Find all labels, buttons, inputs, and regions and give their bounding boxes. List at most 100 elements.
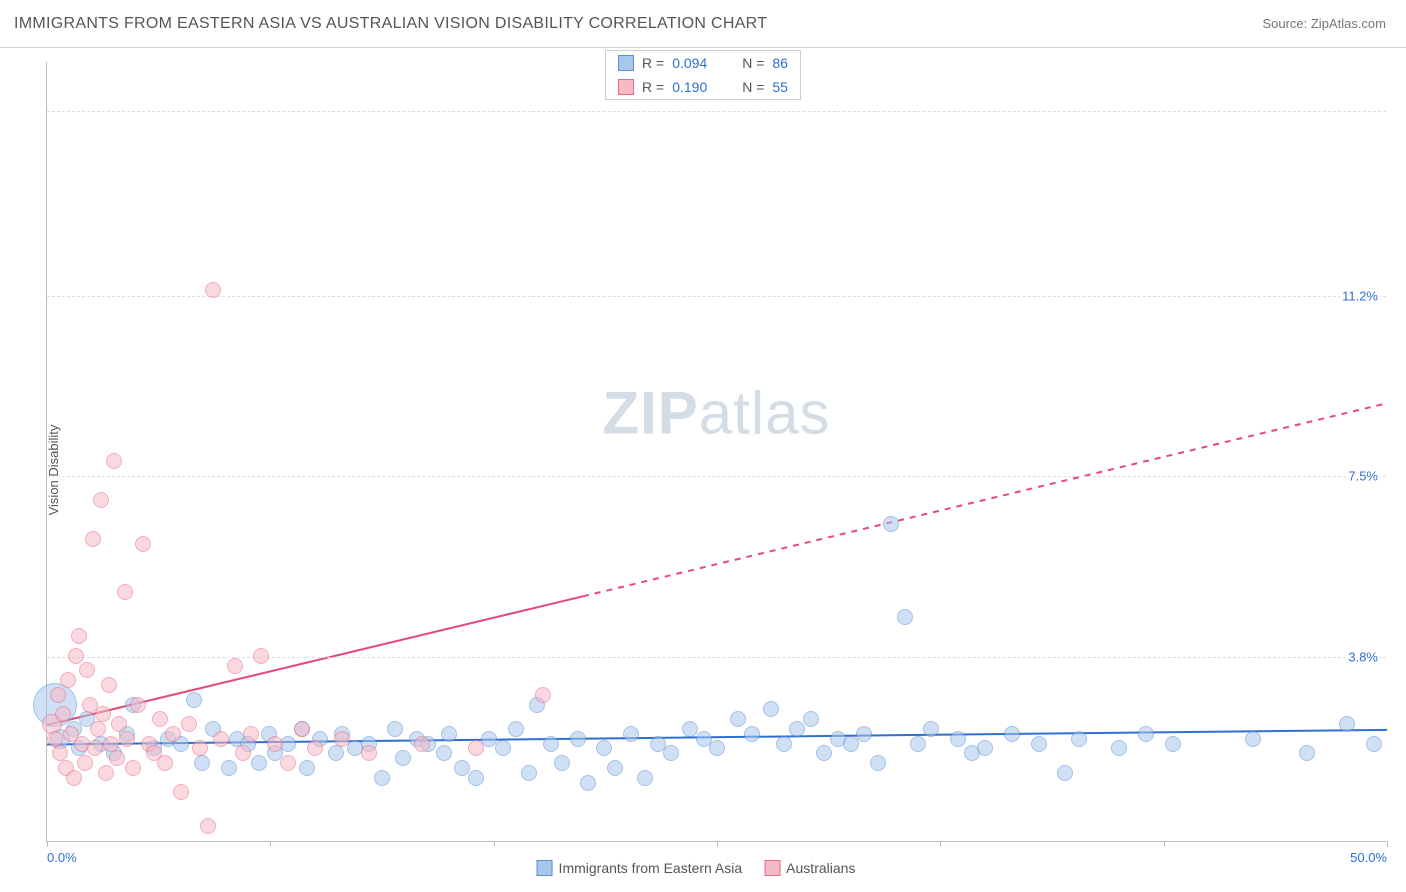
legend-n-label: N = bbox=[742, 79, 764, 95]
data-point bbox=[923, 721, 939, 737]
data-point bbox=[77, 755, 93, 771]
data-point bbox=[730, 711, 746, 727]
data-point bbox=[1057, 765, 1073, 781]
x-tick-mark bbox=[1164, 841, 1165, 847]
x-tick-mark bbox=[940, 841, 941, 847]
data-point bbox=[205, 282, 221, 298]
data-point bbox=[744, 726, 760, 742]
x-tick-label: 0.0% bbox=[47, 850, 77, 865]
data-point bbox=[607, 760, 623, 776]
data-point bbox=[253, 648, 269, 664]
data-point bbox=[570, 731, 586, 747]
data-point bbox=[79, 662, 95, 678]
data-point bbox=[580, 775, 596, 791]
legend-series-item: Immigrants from Eastern Asia bbox=[537, 860, 743, 876]
data-point bbox=[663, 745, 679, 761]
legend-swatch bbox=[618, 79, 634, 95]
data-point bbox=[436, 745, 452, 761]
data-point bbox=[119, 731, 135, 747]
y-tick-label: 7.5% bbox=[1346, 469, 1380, 484]
data-point bbox=[55, 706, 71, 722]
y-tick-label: 3.8% bbox=[1346, 649, 1380, 664]
data-point bbox=[1165, 736, 1181, 752]
data-point bbox=[816, 745, 832, 761]
data-point bbox=[95, 706, 111, 722]
y-tick-label: 11.2% bbox=[1340, 289, 1380, 304]
data-point bbox=[776, 736, 792, 752]
data-point bbox=[508, 721, 524, 737]
data-point bbox=[85, 531, 101, 547]
gridline bbox=[47, 296, 1386, 297]
source-prefix: Source: bbox=[1262, 16, 1310, 31]
data-point bbox=[280, 755, 296, 771]
data-point bbox=[200, 818, 216, 834]
data-point bbox=[1031, 736, 1047, 752]
data-point bbox=[803, 711, 819, 727]
data-point bbox=[194, 755, 210, 771]
plot-region: ZIPatlas 3.8%7.5%11.2%0.0%50.0% bbox=[46, 62, 1386, 842]
data-point bbox=[763, 701, 779, 717]
data-point bbox=[68, 648, 84, 664]
data-point bbox=[387, 721, 403, 737]
legend-correlation-row: R = 0.094N = 86 bbox=[606, 51, 800, 75]
plot-svg bbox=[47, 62, 1386, 841]
data-point bbox=[1071, 731, 1087, 747]
data-point bbox=[117, 584, 133, 600]
data-point bbox=[98, 765, 114, 781]
data-point bbox=[1111, 740, 1127, 756]
data-point bbox=[152, 711, 168, 727]
legend-series-label: Immigrants from Eastern Asia bbox=[559, 860, 743, 876]
data-point bbox=[109, 750, 125, 766]
data-point bbox=[1245, 731, 1261, 747]
data-point bbox=[1366, 736, 1382, 752]
data-point bbox=[50, 687, 66, 703]
data-point bbox=[623, 726, 639, 742]
data-point bbox=[101, 677, 117, 693]
data-point bbox=[709, 740, 725, 756]
data-point bbox=[468, 740, 484, 756]
legend-correlation-row: R = 0.190N = 55 bbox=[606, 75, 800, 99]
data-point bbox=[103, 736, 119, 752]
x-tick-mark bbox=[717, 841, 718, 847]
data-point bbox=[328, 745, 344, 761]
data-point bbox=[90, 721, 106, 737]
data-point bbox=[883, 516, 899, 532]
chart-header: IMMIGRANTS FROM EASTERN ASIA VS AUSTRALI… bbox=[0, 0, 1406, 48]
data-point bbox=[977, 740, 993, 756]
trend-line-dashed bbox=[583, 403, 1387, 596]
data-point bbox=[441, 726, 457, 742]
data-point bbox=[294, 721, 310, 737]
data-point bbox=[227, 658, 243, 674]
data-point bbox=[495, 740, 511, 756]
legend-r-value: 0.094 bbox=[672, 55, 724, 71]
gridline bbox=[47, 476, 1386, 477]
data-point bbox=[221, 760, 237, 776]
legend-series-item: Australians bbox=[764, 860, 855, 876]
gridline bbox=[47, 111, 1386, 112]
data-point bbox=[173, 784, 189, 800]
x-tick-mark bbox=[270, 841, 271, 847]
source-attribution: Source: ZipAtlas.com bbox=[1262, 16, 1386, 31]
data-point bbox=[52, 745, 68, 761]
gridline bbox=[47, 657, 1386, 658]
legend-r-label: R = bbox=[642, 79, 664, 95]
data-point bbox=[334, 731, 350, 747]
data-point bbox=[135, 536, 151, 552]
data-point bbox=[235, 745, 251, 761]
legend-swatch bbox=[764, 860, 780, 876]
data-point bbox=[243, 726, 259, 742]
data-point bbox=[1339, 716, 1355, 732]
data-point bbox=[374, 770, 390, 786]
legend-r-value: 0.190 bbox=[672, 79, 724, 95]
data-point bbox=[130, 697, 146, 713]
data-point bbox=[596, 740, 612, 756]
data-point bbox=[535, 687, 551, 703]
data-point bbox=[267, 736, 283, 752]
data-point bbox=[395, 750, 411, 766]
data-point bbox=[71, 628, 87, 644]
data-point bbox=[299, 760, 315, 776]
legend-n-value: 86 bbox=[772, 55, 788, 71]
x-tick-mark bbox=[47, 841, 48, 847]
data-point bbox=[361, 745, 377, 761]
x-tick-label: 50.0% bbox=[1350, 850, 1387, 865]
